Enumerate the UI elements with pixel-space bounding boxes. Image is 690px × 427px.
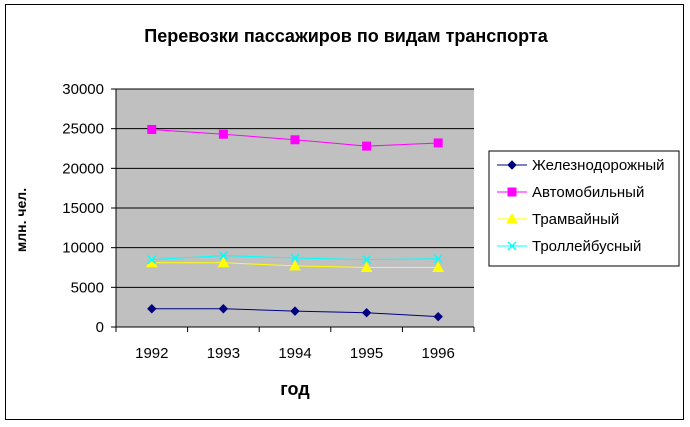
y-tick-label: 30000 (62, 81, 104, 98)
y-tick-label: 15000 (62, 200, 104, 217)
legend-marker (507, 241, 517, 251)
legend-marker (507, 187, 517, 197)
x-tick-label: 1996 (422, 345, 455, 362)
x-axis-label: год (280, 379, 310, 399)
y-tick-label: 0 (96, 319, 104, 336)
data-point (433, 138, 443, 148)
y-tick-label: 20000 (62, 160, 104, 177)
x-tick-label: 1994 (278, 345, 311, 362)
data-point (433, 254, 443, 264)
legend (488, 150, 680, 267)
data-point (362, 141, 372, 151)
marker-stroke (290, 253, 300, 263)
legend-label: Трамвайный (532, 211, 619, 228)
data-point (147, 255, 157, 265)
data-point (147, 124, 157, 134)
data-point (290, 306, 300, 316)
data-point (218, 304, 229, 314)
data-point (147, 304, 157, 314)
marker-stroke (362, 255, 372, 265)
data-point (217, 256, 230, 268)
data-point (360, 261, 373, 272)
grid-lines (116, 88, 474, 288)
chart-title: Перевозки пассажиров по видам транспорта (144, 26, 548, 46)
data-point (432, 261, 445, 272)
data-point (289, 259, 301, 271)
y-tick-label: 25000 (62, 121, 104, 138)
data-point (218, 129, 228, 139)
legend-label: Троллейбусный (532, 238, 641, 255)
legend-label: Автомобильный (532, 184, 644, 201)
y-axis-label: млн. чел. (13, 188, 29, 252)
legend-marker (506, 212, 518, 224)
legend-marker (507, 160, 517, 170)
series-layer (145, 124, 445, 322)
x-tick-label: 1992 (135, 345, 168, 362)
data-point (361, 308, 372, 318)
data-point (290, 135, 300, 145)
marker-stroke (507, 241, 517, 251)
axes: 0 5000 10000 15000 20000 25000 30000 1992 1993 19… (62, 81, 475, 362)
data-point (433, 311, 443, 322)
marker-stroke (433, 254, 443, 264)
data-point (290, 253, 300, 263)
marker-stroke (218, 251, 228, 261)
x-tick-label: 1995 (350, 345, 383, 362)
data-point (362, 255, 372, 265)
marker-stroke (147, 255, 157, 265)
x-tick-label: 1993 (207, 345, 240, 362)
legend-items: Железнодорожный Автомобильный Трамвайный Тр… (497, 157, 665, 255)
data-point (218, 251, 228, 261)
y-tick-label: 10000 (62, 240, 104, 257)
legend-label: Железнодорожный (532, 157, 665, 174)
y-tick-label: 5000 (71, 279, 104, 296)
